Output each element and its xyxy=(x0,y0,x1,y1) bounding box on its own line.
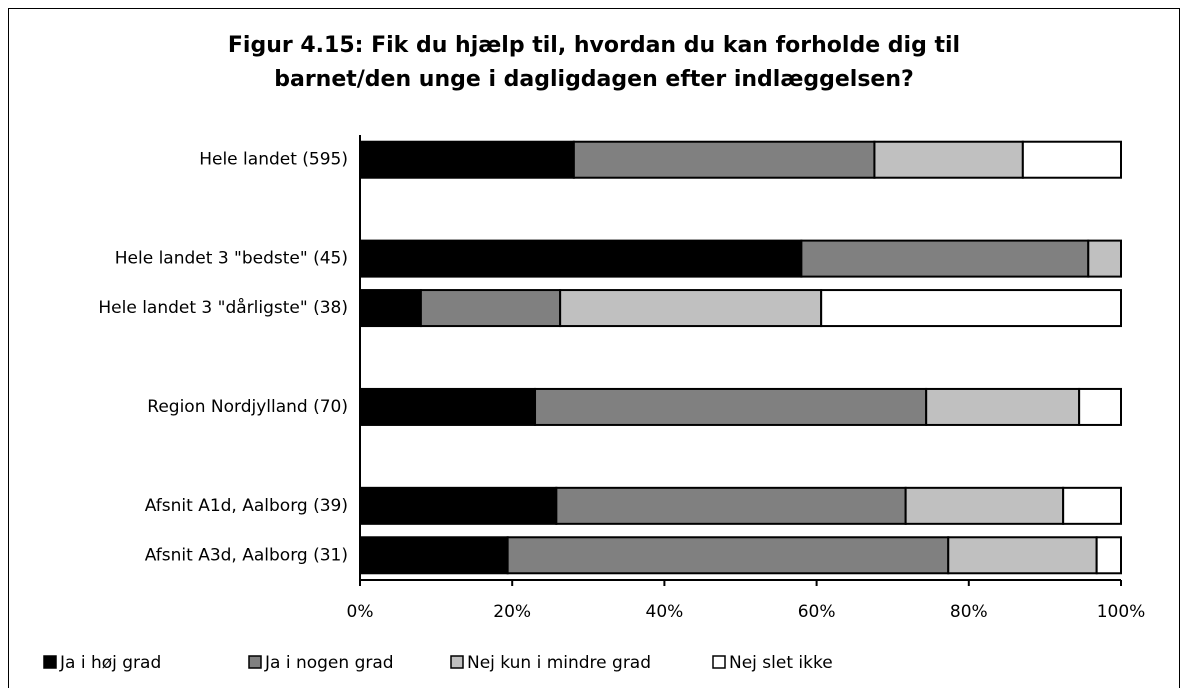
bar-segment xyxy=(359,289,422,328)
bar-segment xyxy=(873,140,1024,179)
bar-segment xyxy=(947,536,1098,575)
bar-segment xyxy=(359,486,558,525)
y-tick-label: Afsnit A3d, Aalborg (31) xyxy=(145,545,348,565)
bar-segment xyxy=(506,536,950,575)
bar-segment xyxy=(800,239,1090,278)
x-tick-label: 20% xyxy=(493,602,531,622)
bar-segment xyxy=(1062,486,1122,525)
bar-segment xyxy=(359,536,509,575)
y-tick-label: Hele landet 3 "dårligste" (38) xyxy=(98,297,348,318)
bar-segment xyxy=(559,289,823,328)
legend-label: Nej kun i mindre grad xyxy=(467,653,651,673)
y-tick-label: Afsnit A1d, Aalborg (39) xyxy=(145,496,348,516)
y-tick-label: Region Nordjylland (70) xyxy=(147,397,348,417)
bar-segment xyxy=(904,486,1065,525)
chart-title: barnet/den unge i dagligdagen efter indl… xyxy=(274,67,914,92)
bar-segment xyxy=(1021,140,1122,179)
x-tick-label: 40% xyxy=(646,602,684,622)
chart-border xyxy=(8,8,1180,688)
bar-segment xyxy=(534,387,928,426)
legend-label: Ja i høj grad xyxy=(59,653,161,673)
x-tick-label: 60% xyxy=(798,602,836,622)
bar-segment xyxy=(359,239,803,278)
bar-segment xyxy=(820,289,1123,328)
bar-segment xyxy=(572,140,876,179)
bar-segment xyxy=(555,486,907,525)
y-tick-label: Hele landet (595) xyxy=(199,150,348,170)
bar-segment xyxy=(1095,536,1122,575)
x-tick-label: 0% xyxy=(347,602,374,622)
bar-segment xyxy=(359,140,575,179)
legend-swatch xyxy=(712,655,726,669)
bar-segment xyxy=(1087,239,1122,278)
bar-segment xyxy=(359,387,537,426)
legend-swatch xyxy=(43,655,57,669)
legend-swatch xyxy=(450,655,464,669)
bar-segment xyxy=(1078,387,1123,426)
legend-label: Ja i nogen grad xyxy=(264,653,394,673)
bar-segment xyxy=(419,289,562,328)
legend-label: Nej slet ikke xyxy=(729,653,833,673)
x-tick-label: 100% xyxy=(1097,602,1146,622)
chart-title: Figur 4.15: Fik du hjælp til, hvordan du… xyxy=(228,33,960,58)
x-tick-label: 80% xyxy=(950,602,988,622)
legend-swatch xyxy=(248,655,262,669)
y-tick-label: Hele landet 3 "bedste" (45) xyxy=(115,249,348,269)
bar-segment xyxy=(925,387,1081,426)
